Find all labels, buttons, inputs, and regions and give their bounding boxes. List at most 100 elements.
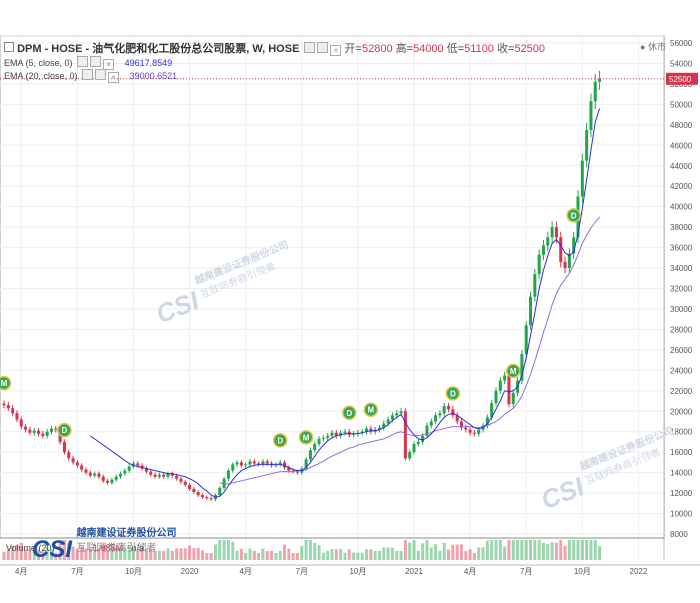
settings-icon[interactable] (90, 56, 102, 67)
candle-body (347, 431, 351, 435)
signal-marker-label: M (510, 367, 517, 376)
candle-body (248, 461, 252, 465)
volume-bar (45, 547, 49, 560)
volume-bar (498, 540, 502, 560)
y-tick-label: 28000 (670, 325, 693, 334)
ema5-value: 49617.8549 (124, 58, 173, 68)
volume-bar (175, 548, 179, 560)
candle-body (75, 462, 79, 466)
low-label: 低 (446, 43, 458, 55)
volume-bar (58, 540, 62, 560)
candle-body (235, 462, 239, 465)
eye-icon[interactable] (82, 69, 94, 80)
candle-body (554, 227, 558, 238)
candle-body (598, 78, 602, 82)
candle-body (62, 441, 66, 453)
volume-bar (11, 546, 15, 560)
y-tick-label: 18000 (670, 428, 693, 437)
candle-body (24, 426, 28, 430)
volume-bar (326, 550, 330, 560)
candle-body (334, 432, 338, 436)
volume-bar (265, 550, 269, 560)
candle-body (67, 452, 71, 459)
close-icon[interactable]: × (330, 45, 342, 56)
candle-body (226, 470, 230, 479)
candle-body (93, 473, 97, 476)
candle-body (88, 472, 92, 476)
volume-bar (6, 549, 10, 560)
candle-body (144, 468, 148, 472)
y-tick-label: 48000 (670, 121, 693, 130)
candle-body (438, 413, 442, 416)
signal-marker-label: D (346, 409, 352, 418)
candle-body (524, 325, 528, 354)
candle-body (503, 375, 507, 381)
eye-icon[interactable] (77, 56, 89, 67)
collapse-icon[interactable] (4, 42, 14, 52)
ema5-label: EMA (5, close, 0) (4, 58, 73, 68)
candle-body (421, 435, 425, 442)
volume-bar (131, 548, 135, 560)
volume-bar (585, 540, 589, 560)
candle-body (550, 227, 554, 238)
y-tick-label: 12000 (670, 489, 693, 498)
volume-bar (546, 543, 550, 560)
settings-icon[interactable] (95, 69, 107, 80)
volume-bar (136, 550, 140, 560)
x-tick-label: 4月 (15, 567, 27, 576)
eye-icon[interactable] (304, 42, 316, 53)
volume-bar (101, 546, 105, 560)
volume-bar (67, 543, 71, 560)
volume-bar (166, 548, 170, 560)
volume-bar (84, 548, 88, 560)
volume-bar (283, 544, 287, 560)
y-tick-label: 16000 (670, 448, 693, 457)
volume-bar (49, 549, 53, 560)
volume-bar (278, 550, 282, 560)
volume-bar (356, 552, 360, 560)
volume-bar (503, 546, 507, 560)
candle-body (567, 253, 571, 269)
candle-body (559, 237, 563, 262)
x-tick-label: 2022 (630, 567, 648, 576)
volume-bar (330, 549, 334, 560)
close-label: 收 (497, 43, 508, 55)
candle-body (218, 487, 222, 496)
x-tick-label: 10月 (574, 567, 591, 576)
volume-bar (572, 540, 576, 560)
volume-bar (19, 542, 23, 560)
close-icon[interactable]: × (108, 72, 120, 83)
candle-body (84, 469, 88, 473)
candle-body (261, 461, 265, 465)
volume-bar (365, 549, 369, 560)
close-value: 52500 (514, 43, 546, 55)
candle-body (490, 403, 494, 418)
volume-bar (252, 550, 256, 560)
y-tick-label: 44000 (670, 162, 693, 171)
candle-body (511, 392, 515, 405)
volume-bar (140, 548, 144, 560)
candle-body (326, 435, 330, 438)
volume-bar (429, 547, 433, 560)
volume-bar (554, 542, 558, 560)
volume-bar (317, 545, 321, 560)
candle-body (390, 415, 394, 420)
settings-icon[interactable] (317, 42, 329, 53)
volume-bar (93, 550, 97, 560)
volume-bar (41, 551, 45, 560)
signal-marker (342, 405, 357, 421)
candle-body (110, 479, 114, 483)
volume-bar (541, 542, 545, 560)
volume-bar (213, 544, 217, 560)
candle-body (572, 237, 576, 254)
candle-body (330, 432, 334, 436)
volume-bar (15, 544, 19, 560)
volume-bar (119, 548, 123, 560)
volume-bar (257, 553, 261, 560)
volume-bar (170, 550, 174, 560)
signal-marker (0, 375, 12, 391)
candle-body (434, 415, 438, 422)
volume-bar (127, 546, 131, 560)
candle-body (278, 462, 282, 465)
